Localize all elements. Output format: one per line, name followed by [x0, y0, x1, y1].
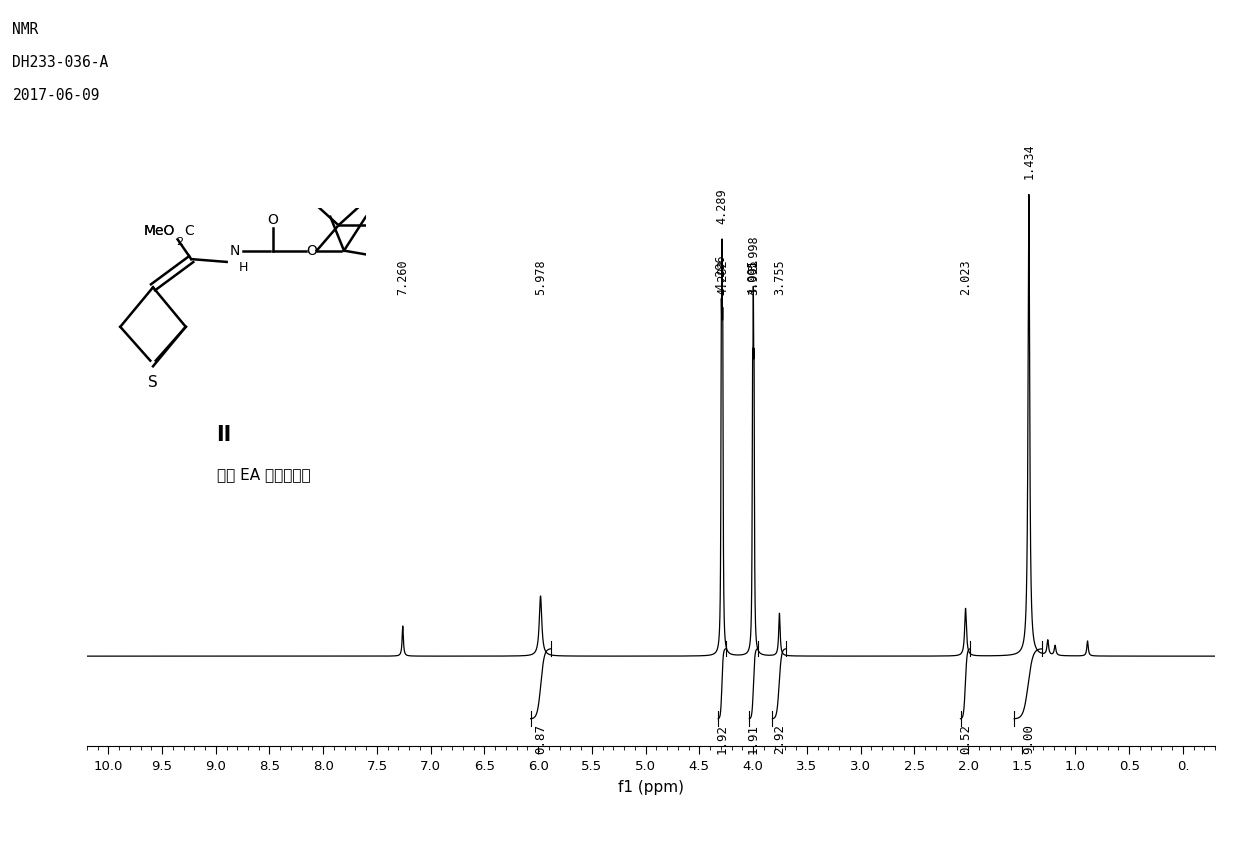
Text: 2017-06-09: 2017-06-09 — [12, 88, 100, 102]
Text: 4.296: 4.296 — [714, 254, 728, 290]
Text: DH233-036-A: DH233-036-A — [12, 55, 109, 69]
Text: 3.991: 3.991 — [748, 260, 760, 295]
Text: 4.005: 4.005 — [746, 260, 759, 295]
Text: 1.91: 1.91 — [746, 724, 760, 754]
Text: 3.755: 3.755 — [773, 260, 786, 295]
Text: 2.92: 2.92 — [773, 724, 786, 754]
Text: N: N — [229, 244, 241, 258]
Text: 含有 EA 和庚烷杂质: 含有 EA 和庚烷杂质 — [217, 467, 310, 482]
Text: 5.978: 5.978 — [534, 260, 547, 295]
Text: O: O — [268, 213, 279, 227]
Text: 4.282: 4.282 — [717, 260, 729, 295]
Text: MeO: MeO — [144, 224, 175, 238]
Text: NMR: NMR — [12, 22, 38, 36]
X-axis label: f1 (ppm): f1 (ppm) — [618, 779, 684, 794]
Text: H: H — [238, 261, 248, 274]
Text: 1.92: 1.92 — [715, 724, 729, 754]
Text: 0.87: 0.87 — [534, 724, 547, 754]
Text: 0.52: 0.52 — [959, 724, 972, 754]
Text: MeO: MeO — [144, 224, 175, 238]
Text: 2.023: 2.023 — [959, 260, 972, 295]
Text: 1.434: 1.434 — [1022, 144, 1035, 180]
Text: 3.998: 3.998 — [746, 235, 760, 271]
Text: O: O — [306, 244, 316, 258]
Text: C: C — [185, 224, 195, 238]
Text: II: II — [217, 425, 232, 445]
Text: 9.00: 9.00 — [1022, 724, 1035, 754]
Text: 7.260: 7.260 — [397, 260, 409, 295]
Text: S: S — [148, 375, 157, 390]
Text: 2: 2 — [176, 236, 184, 247]
Text: 4.289: 4.289 — [715, 188, 729, 224]
